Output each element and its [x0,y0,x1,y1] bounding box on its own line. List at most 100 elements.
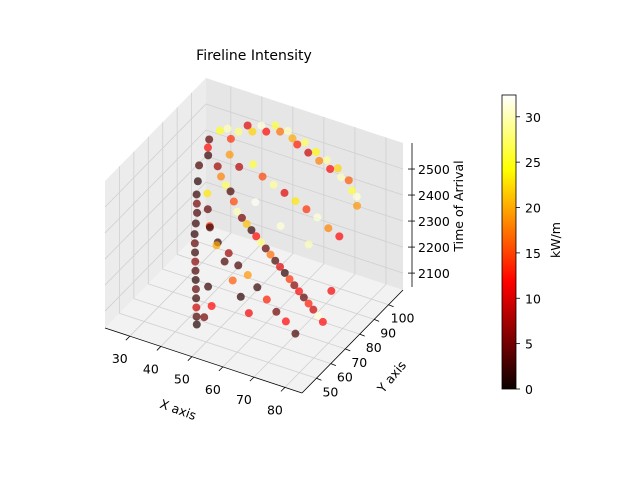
y-tick-label: 90 [380,325,396,340]
scatter-point [217,172,226,181]
x-tick-label: 50 [174,372,190,387]
scatter-point [203,189,212,198]
scatter-point [226,134,235,143]
scatter-point [191,219,200,228]
colorbar-tick-label: 25 [525,155,541,170]
scatter-point [262,295,271,304]
scatter-point [237,213,246,222]
scatter-point [243,271,252,280]
x-tick-label: 80 [267,402,283,417]
y-gridline [147,136,346,350]
scatter-point [258,172,267,181]
scatter-point [242,219,251,228]
y-tick [330,363,337,366]
scatter-point [193,177,202,186]
y-axis-line [301,289,404,394]
left-pane [105,78,206,328]
scatter-point [225,150,234,159]
scatter-point [205,223,214,232]
scatter-point [276,262,285,271]
scatter-point [233,207,242,216]
scatter-point [283,126,292,135]
x-tick-label: 60 [205,382,221,397]
scatter-point [191,285,200,294]
scatter-point [247,226,256,235]
scatter-point [314,311,323,320]
scatter-point [229,197,238,206]
scatter-point [344,176,353,185]
x-gridline [284,137,387,388]
scatter-point [223,124,232,133]
scatter-point [290,281,299,290]
scatter-point [271,121,280,130]
scatter-point [261,244,270,253]
scatter-point [304,240,313,249]
y-gridline [119,166,317,379]
scatter-point [192,294,201,303]
scatter-point [253,283,262,292]
x-tick [187,356,193,361]
scatter-point [244,309,253,318]
colorbar: 0 5 10 15 20 25 30 kW/m [501,94,563,397]
colorbar-label: kW/m [548,222,563,258]
scatter-point [266,250,275,259]
scatter-point [236,292,245,301]
scatter-point [207,302,216,311]
scatter-point [192,190,201,199]
colorbar-tick-label: 0 [525,382,533,397]
scatter-point [190,230,199,239]
scatter-point [271,256,280,265]
scatter-point [192,199,201,208]
scatter-point [352,192,361,201]
z-gridline [104,181,404,286]
scatter-point [192,303,201,312]
scatter-point [293,140,302,149]
colorbar-tick-label: 15 [525,246,541,261]
scatter-point [248,127,257,136]
scatter-point [195,161,204,170]
x-tick [156,346,162,351]
x-tick [125,335,131,341]
scatter-point [203,143,212,152]
scatter-point [285,275,294,284]
scatter-point [304,299,313,308]
scatter-point [203,205,212,214]
scatter-point [249,160,258,169]
y-tick-label: 80 [366,340,382,355]
scatter-point [257,121,266,130]
scatter-point [337,173,346,182]
scatter-point [193,208,202,217]
scatter-point [280,268,289,277]
scatter-point [235,162,244,171]
scatter-point [262,127,271,136]
y-tick [388,304,394,308]
scatter-point [276,127,285,136]
scatter-point [269,180,278,189]
floor-pane [105,225,403,393]
scatter-point [251,198,260,207]
colorbar-tick-label: 5 [525,337,533,352]
scatter-point [191,248,200,257]
z-axis-label: Time of Arrival [451,160,466,252]
scatter-point [318,317,327,326]
y-gridline [191,92,389,306]
scatter-point [212,241,221,250]
x-tick [218,366,224,372]
scatter-point [280,188,289,197]
z-gridline [104,103,404,208]
y-gridline [162,122,360,335]
z-tick-label: 2400 [418,188,450,203]
scatter-point [288,134,297,143]
scatter-point [333,164,342,173]
scatter-point [311,147,320,156]
scatter-point [190,239,199,248]
x-tick-label: 30 [112,351,128,366]
scatter-point [192,312,201,321]
scatter-point [327,286,336,295]
y-tick-label: 70 [351,355,367,370]
y-tick [345,348,351,352]
z-gridline [104,129,404,234]
colorbar-gradient [501,94,517,390]
x-tick [249,376,255,382]
scatter-point [348,186,357,195]
